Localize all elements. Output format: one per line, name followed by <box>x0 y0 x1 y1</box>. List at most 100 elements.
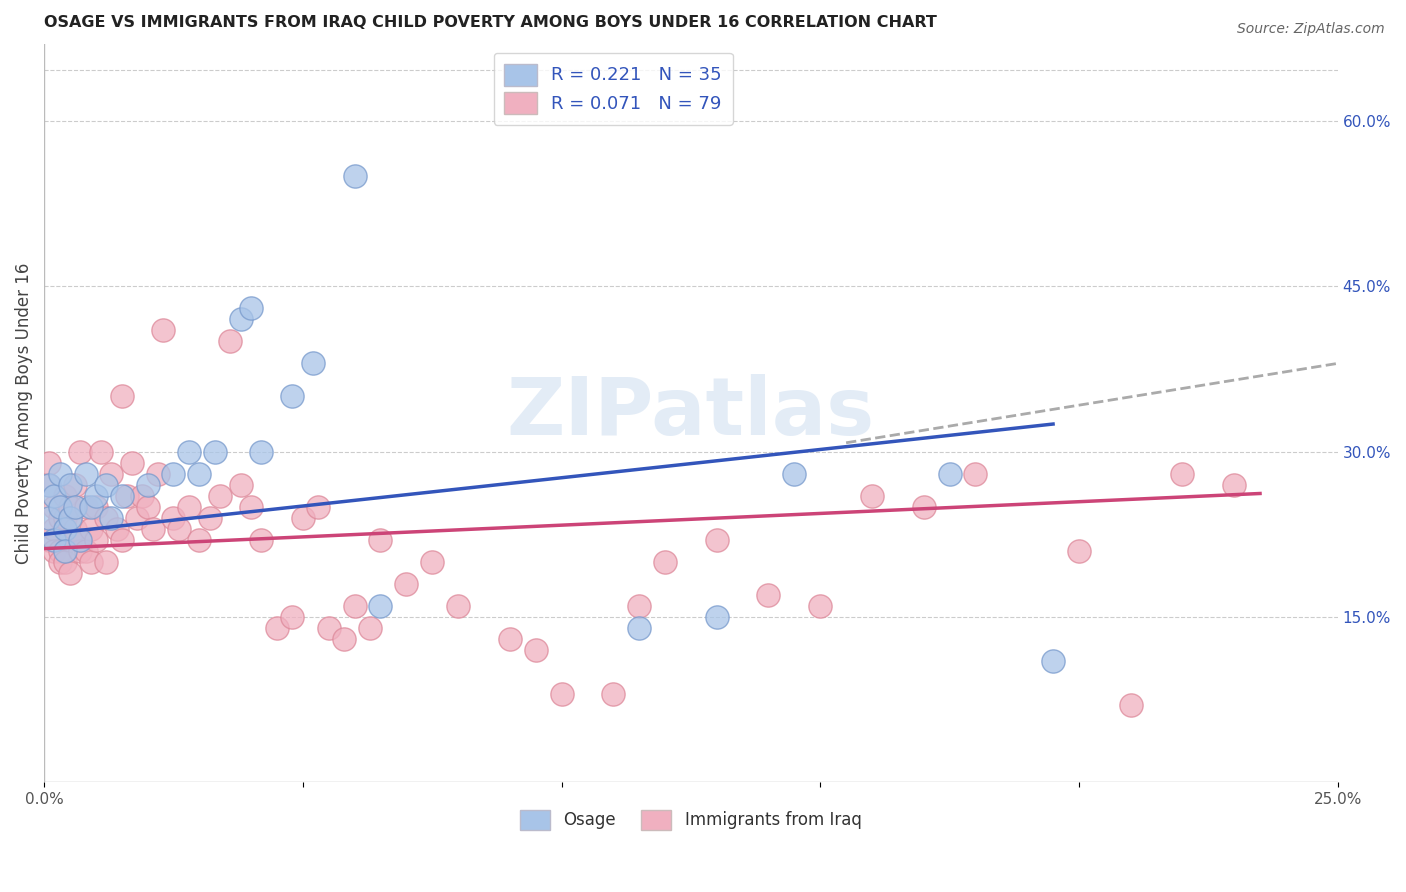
Point <box>229 312 252 326</box>
Point <box>136 477 159 491</box>
Point <box>111 389 134 403</box>
Point <box>654 555 676 569</box>
Point <box>965 467 987 481</box>
Point <box>177 444 200 458</box>
Point <box>162 467 184 481</box>
Point <box>240 301 263 316</box>
Point <box>758 588 780 602</box>
Point <box>188 467 211 481</box>
Point <box>59 477 82 491</box>
Point <box>343 169 366 183</box>
Point <box>48 467 70 481</box>
Point <box>96 555 118 569</box>
Point <box>1042 654 1064 668</box>
Point <box>53 510 76 524</box>
Point <box>38 477 60 491</box>
Point <box>79 500 101 514</box>
Point <box>127 510 149 524</box>
Point <box>628 599 651 613</box>
Point <box>63 477 86 491</box>
Point <box>359 621 381 635</box>
Point <box>250 444 273 458</box>
Point <box>75 467 97 481</box>
Point <box>938 467 960 481</box>
Point <box>860 489 883 503</box>
Point <box>105 522 128 536</box>
Point <box>53 522 76 536</box>
Point <box>808 599 831 613</box>
Point <box>79 522 101 536</box>
Point <box>219 334 242 349</box>
Point <box>59 510 82 524</box>
Point <box>550 687 572 701</box>
Point <box>142 522 165 536</box>
Point <box>395 577 418 591</box>
Point <box>318 621 340 635</box>
Point <box>59 566 82 580</box>
Point <box>1119 698 1142 713</box>
Text: ZIPatlas: ZIPatlas <box>506 374 875 452</box>
Point <box>131 489 153 503</box>
Point <box>198 510 221 524</box>
Point <box>96 477 118 491</box>
Point <box>499 632 522 646</box>
Point <box>281 610 304 624</box>
Point <box>783 467 806 481</box>
Point <box>1223 477 1246 491</box>
Point <box>524 643 547 657</box>
Point <box>100 467 122 481</box>
Point <box>229 477 252 491</box>
Point <box>44 544 66 558</box>
Point <box>447 599 470 613</box>
Point <box>208 489 231 503</box>
Point <box>48 510 70 524</box>
Point <box>84 533 107 547</box>
Point <box>343 599 366 613</box>
Y-axis label: Child Poverty Among Boys Under 16: Child Poverty Among Boys Under 16 <box>15 262 32 564</box>
Point <box>250 533 273 547</box>
Point <box>69 533 91 547</box>
Point <box>188 533 211 547</box>
Point <box>44 522 66 536</box>
Point <box>111 533 134 547</box>
Point <box>136 500 159 514</box>
Point <box>79 555 101 569</box>
Point <box>84 489 107 503</box>
Point <box>44 500 66 514</box>
Point <box>152 323 174 337</box>
Point <box>69 533 91 547</box>
Point <box>53 489 76 503</box>
Point <box>146 467 169 481</box>
Point <box>370 533 392 547</box>
Point <box>38 477 60 491</box>
Point <box>167 522 190 536</box>
Point <box>291 510 314 524</box>
Point <box>281 389 304 403</box>
Point <box>96 510 118 524</box>
Text: Source: ZipAtlas.com: Source: ZipAtlas.com <box>1237 22 1385 37</box>
Point <box>48 544 70 558</box>
Point <box>63 522 86 536</box>
Point <box>59 533 82 547</box>
Point <box>628 621 651 635</box>
Point <box>302 356 325 370</box>
Point <box>75 500 97 514</box>
Point <box>53 544 76 558</box>
Point <box>420 555 443 569</box>
Point <box>84 500 107 514</box>
Point <box>111 489 134 503</box>
Point <box>1171 467 1194 481</box>
Point <box>69 544 91 558</box>
Point <box>115 489 138 503</box>
Point <box>44 489 66 503</box>
Point <box>38 510 60 524</box>
Point <box>38 533 60 547</box>
Point <box>69 444 91 458</box>
Point <box>75 544 97 558</box>
Point <box>59 500 82 514</box>
Point <box>38 456 60 470</box>
Point <box>162 510 184 524</box>
Point <box>90 444 112 458</box>
Point <box>177 500 200 514</box>
Text: OSAGE VS IMMIGRANTS FROM IRAQ CHILD POVERTY AMONG BOYS UNDER 16 CORRELATION CHAR: OSAGE VS IMMIGRANTS FROM IRAQ CHILD POVE… <box>44 15 936 30</box>
